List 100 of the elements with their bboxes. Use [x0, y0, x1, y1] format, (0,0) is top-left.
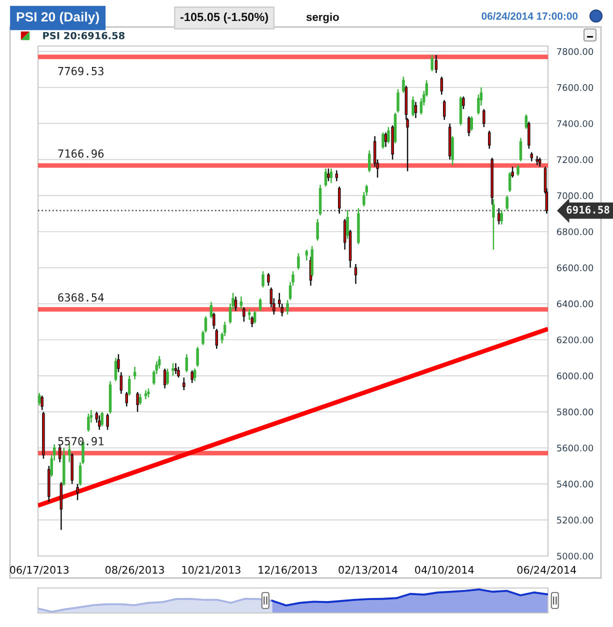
candlestick: [196, 346, 199, 368]
candlestick: [68, 444, 71, 463]
x-tick-label: 02/13/2014: [338, 566, 398, 575]
candlestick: [258, 298, 262, 312]
text: sergio: [306, 12, 339, 24]
candlestick: [528, 121, 530, 150]
candlestick: [468, 116, 470, 137]
candlestick: [330, 168, 333, 184]
candlestick: [316, 218, 319, 242]
candlestick: [193, 368, 196, 382]
candlestick: [402, 76, 405, 94]
y-tick-label: 6400.00: [556, 300, 594, 308]
candlestick: [470, 116, 474, 132]
candlestick: [324, 168, 328, 188]
candlestick: [240, 296, 243, 310]
x-tick-label: 06/24/2014: [517, 566, 576, 575]
y-tick-label: 6600.00: [556, 264, 594, 272]
candlestick: [125, 391, 128, 408]
candlestick: [368, 150, 371, 173]
candlestick: [506, 194, 508, 211]
candlestick: [434, 54, 438, 74]
y-tick-label: 7400.00: [557, 120, 594, 128]
candlestick: [58, 444, 62, 463]
candlestick: [182, 376, 186, 391]
candlestick: [335, 170, 338, 182]
ref-line-label: 6368.54: [58, 293, 104, 302]
candlestick: [174, 362, 178, 375]
candlestick: [267, 272, 270, 286]
candlestick: [297, 252, 300, 270]
y-tick-label: 6800.00: [556, 228, 594, 236]
y-tick-label: 7200.00: [557, 156, 594, 164]
candlestick: [147, 388, 150, 398]
candlestick: [343, 218, 346, 250]
y-tick-label: 5800.00: [557, 408, 594, 416]
candlestick: [78, 462, 82, 486]
candlestick: [190, 370, 194, 384]
candlestick: [212, 312, 216, 330]
candlestick: [286, 299, 289, 316]
y-tick-label: 6200.00: [556, 336, 594, 344]
x-tick-label: 08/26/2013: [105, 566, 164, 575]
candlestick: [498, 208, 500, 226]
x-tick-label: 12/16/2013: [258, 566, 317, 575]
candlestick: [106, 413, 109, 430]
candlestick: [100, 411, 104, 427]
y-tick-label: 5600.00: [557, 444, 594, 452]
candlestick: [412, 96, 414, 117]
candlestick: [248, 308, 251, 321]
candlestick: [384, 132, 388, 148]
ref-line-label: 6916.58: [566, 206, 610, 214]
candlestick: [163, 368, 166, 390]
candlestick: [262, 270, 264, 288]
candlestick: [524, 114, 528, 130]
candlestick: [253, 310, 256, 324]
candlestick: [382, 132, 384, 150]
candlestick: [500, 209, 504, 226]
candlestick: [440, 76, 444, 96]
candlestick: [338, 186, 341, 214]
candlestick: [250, 316, 254, 328]
candlestick: [327, 168, 330, 182]
candlestick: [538, 157, 542, 168]
text: 06/24/2014 17:00:00: [482, 12, 578, 20]
candlestick: [430, 54, 434, 72]
candlestick: [136, 391, 139, 412]
candlestick: [242, 306, 246, 322]
candlestick: [87, 413, 90, 432]
candlestick: [98, 414, 101, 430]
candlestick: [172, 362, 174, 376]
y-tick-label: 5000.00: [557, 552, 594, 560]
candlestick: [138, 393, 142, 406]
y-tick-label: 5200.00: [557, 516, 594, 524]
candlestick: [210, 301, 213, 319]
candlestick: [536, 155, 538, 166]
candlestick: [387, 126, 390, 144]
x-tick-label: 06/17/2013: [10, 566, 69, 575]
candlestick: [519, 137, 522, 162]
candlestick: [117, 354, 120, 373]
candlestick: [396, 88, 400, 114]
candlestick: [442, 99, 446, 121]
candlestick: [144, 390, 148, 400]
candlestick: [76, 483, 79, 501]
x-tick-label: 10/21/2013: [182, 566, 240, 575]
candlestick: [462, 96, 465, 110]
y-tick-label: 7800.00: [557, 48, 594, 55]
candlestick: [511, 166, 514, 178]
ref-line-label: 5570.91: [58, 437, 104, 446]
x-tick-label: 04/10/2014: [415, 566, 474, 575]
ref-line-label: 7166.96: [58, 149, 104, 158]
y-tick-label: 7600.00: [557, 84, 594, 92]
candlestick: [482, 108, 486, 128]
candlestick: [120, 372, 123, 394]
candlestick: [516, 164, 520, 176]
candlestick: [488, 130, 491, 150]
candlestick: [305, 249, 308, 262]
candlestick: [128, 375, 131, 396]
y-tick-label: 5400.00: [557, 480, 594, 488]
candlestick: [166, 368, 169, 386]
ref-line-label: 7769.53: [58, 66, 104, 76]
candlestick: [414, 101, 418, 119]
candlestick: [177, 366, 180, 378]
candlestick: [114, 357, 118, 382]
